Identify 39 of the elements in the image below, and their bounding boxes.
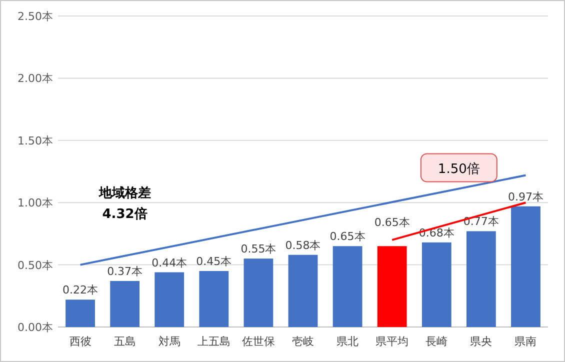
x-tick-label: 上五島 <box>197 335 230 348</box>
x-tick-label: 県平均 <box>376 335 409 348</box>
y-tick-label: 0.00本 <box>18 321 53 334</box>
bar <box>377 246 407 327</box>
bar <box>511 206 540 327</box>
data-label: 0.37本 <box>107 264 143 278</box>
data-label: 0.65本 <box>374 216 410 230</box>
y-tick-label: 1.50本 <box>18 134 53 148</box>
x-tick-label: 対馬 <box>158 335 180 348</box>
x-tick-label: 長崎 <box>426 335 448 348</box>
x-tick-label: 県央 <box>470 335 492 348</box>
data-label: 0.44本 <box>152 256 188 270</box>
bar <box>332 246 362 327</box>
bar <box>288 254 318 327</box>
data-label: 0.45本 <box>196 255 232 268</box>
bar <box>66 300 95 327</box>
x-tick-label: 県北 <box>336 335 359 348</box>
x-tick-label: 壱岐 <box>292 335 314 348</box>
y-tick-label: 2.00本 <box>18 72 53 86</box>
data-label: 0.22本 <box>62 284 98 297</box>
bar <box>154 272 184 327</box>
data-label: 0.97本 <box>508 190 544 204</box>
data-label: 0.55本 <box>240 242 276 256</box>
y-tick-label: 1.00本 <box>18 196 53 210</box>
bar <box>466 231 496 327</box>
bar <box>199 271 229 327</box>
bar <box>422 242 452 327</box>
data-label: 0.58本 <box>285 238 321 252</box>
x-tick-label: 県南 <box>514 335 537 348</box>
bar <box>110 280 140 327</box>
bar <box>244 258 274 327</box>
annotation: 1.50倍 <box>438 162 480 177</box>
x-tick-label: 五島 <box>114 335 136 348</box>
x-tick-label: 西彼 <box>69 335 92 348</box>
data-label: 0.65本 <box>330 230 366 244</box>
x-tick-label: 佐世保 <box>242 335 275 348</box>
annotation: 地域格差 4.32倍 <box>98 186 151 222</box>
y-tick-label: 0.50本 <box>18 258 53 272</box>
y-tick-label: 2.50本 <box>18 10 53 23</box>
